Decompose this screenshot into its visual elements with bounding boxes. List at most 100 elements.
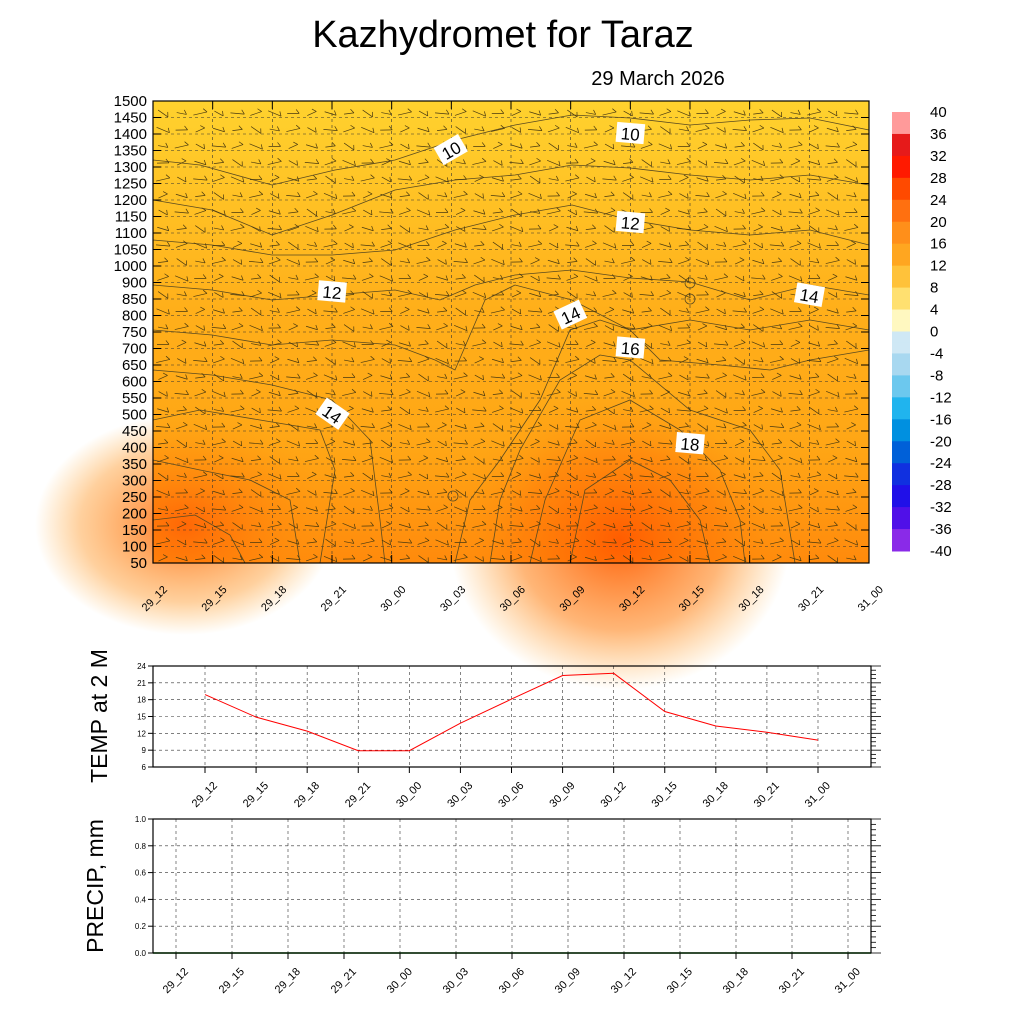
wind-barb-shaft bbox=[362, 442, 373, 445]
wind-barb-shaft bbox=[342, 159, 356, 167]
wind-barb bbox=[603, 207, 616, 215]
wind-barb bbox=[696, 357, 709, 364]
wind-barb-flag bbox=[610, 373, 615, 378]
wind-barb-flag bbox=[241, 275, 244, 281]
wind-barb-flag bbox=[222, 489, 225, 495]
y-tick-label: 1500 bbox=[114, 93, 147, 110]
wind-barb-flag bbox=[649, 192, 652, 198]
wind-barb-shaft bbox=[269, 274, 280, 283]
wind-barb-flag bbox=[298, 259, 300, 265]
wind-barb-shaft bbox=[565, 540, 580, 545]
wind-barb bbox=[176, 521, 187, 529]
wind-barb-shaft bbox=[436, 325, 448, 331]
wind-barb-flag bbox=[184, 539, 187, 545]
wind-barb-shaft bbox=[511, 127, 521, 133]
wind-barb-shaft bbox=[211, 508, 226, 511]
wind-barb-flag bbox=[202, 274, 207, 279]
wind-barb-shaft bbox=[732, 129, 747, 131]
wind-barb-flag bbox=[627, 273, 633, 277]
wind-barb-flag bbox=[350, 487, 355, 492]
wind-barb-shaft bbox=[585, 439, 596, 448]
wind-barb bbox=[325, 175, 336, 184]
colorbar-swatch bbox=[892, 177, 910, 190]
wind-barb-flag bbox=[517, 372, 523, 376]
wind-barb-flag bbox=[556, 207, 561, 212]
wind-barb-flag bbox=[779, 521, 784, 527]
wind-barb-flag bbox=[688, 111, 691, 117]
wind-barb bbox=[175, 240, 188, 248]
wind-barb bbox=[547, 373, 560, 378]
wind-barb-shaft bbox=[844, 539, 858, 546]
wind-barb-flag bbox=[521, 226, 524, 232]
wind-barb-flag bbox=[798, 307, 802, 312]
wind-barb-shaft bbox=[341, 459, 357, 461]
wind-barb bbox=[251, 389, 261, 397]
wind-barb-shaft bbox=[529, 175, 541, 184]
wind-barb bbox=[342, 159, 356, 167]
wind-barb-flag bbox=[372, 127, 375, 133]
wind-barb-flag bbox=[743, 473, 746, 479]
y-tick-label: 21 bbox=[137, 679, 146, 688]
wind-barb-shaft bbox=[288, 458, 299, 462]
wind-barb-shaft bbox=[639, 294, 654, 296]
wind-barb bbox=[343, 109, 355, 115]
wind-barb-flag bbox=[669, 258, 673, 263]
wind-barb-shaft bbox=[381, 228, 392, 230]
wind-barb-flag bbox=[705, 523, 708, 529]
wind-barb-flag bbox=[575, 225, 579, 231]
wind-barb bbox=[491, 258, 505, 266]
wind-barb bbox=[826, 489, 839, 496]
wind-barb bbox=[288, 389, 299, 395]
wind-barb bbox=[176, 224, 187, 230]
wind-barb-flag bbox=[443, 125, 448, 130]
x-tick-label: 30_00 bbox=[394, 780, 424, 810]
wind-barb bbox=[658, 143, 672, 150]
wind-barb-flag bbox=[167, 241, 171, 247]
wind-barb-flag bbox=[185, 390, 189, 395]
wind-barb-shaft bbox=[436, 310, 448, 313]
wind-barb-shaft bbox=[157, 109, 169, 118]
wind-barb-flag bbox=[613, 538, 617, 544]
wind-barb-flag bbox=[203, 522, 207, 528]
wind-barb-shaft bbox=[269, 244, 280, 247]
wind-barb-shaft bbox=[695, 376, 710, 379]
wind-barb-flag bbox=[536, 157, 541, 162]
wind-barb bbox=[472, 225, 487, 230]
wind-barb-shaft bbox=[790, 358, 800, 364]
wind-barb-flag bbox=[722, 356, 727, 361]
wind-barb-shaft bbox=[307, 490, 317, 496]
wind-barb-flag bbox=[481, 157, 487, 162]
wind-barb-flag bbox=[222, 292, 224, 298]
wind-barb-shaft bbox=[679, 540, 689, 545]
wind-barb bbox=[381, 291, 392, 297]
wind-barb-flag bbox=[706, 192, 710, 197]
wind-barb-flag bbox=[406, 373, 411, 378]
wind-barb-shaft bbox=[622, 192, 634, 200]
wind-barb-shaft bbox=[529, 160, 541, 166]
wind-barb-flag bbox=[651, 177, 654, 183]
wind-barb-shaft bbox=[529, 508, 541, 511]
wind-barb bbox=[695, 555, 710, 560]
wind-barb-flag bbox=[685, 422, 690, 427]
wind-barb-flag bbox=[313, 538, 318, 543]
wind-barb-flag bbox=[855, 161, 857, 167]
wind-barb bbox=[361, 454, 374, 463]
wind-barb bbox=[195, 191, 206, 197]
wind-barb-shaft bbox=[696, 408, 709, 413]
wind-barb-shaft bbox=[306, 360, 317, 362]
wind-barb bbox=[827, 340, 838, 346]
wind-barb bbox=[269, 274, 280, 283]
wind-barb-flag bbox=[277, 157, 282, 162]
y-tick-label: 900 bbox=[122, 275, 147, 292]
wind-barb bbox=[658, 190, 673, 198]
wind-barb-flag bbox=[816, 258, 820, 264]
contour-label-box bbox=[793, 282, 825, 307]
wind-barb-shaft bbox=[510, 507, 523, 512]
wind-barb-shaft bbox=[714, 276, 728, 281]
wind-barb-shaft bbox=[660, 407, 670, 414]
wind-barb-shaft bbox=[511, 541, 522, 544]
wind-barb bbox=[714, 273, 729, 281]
wind-barb-shaft bbox=[659, 474, 671, 479]
wind-barb-shaft bbox=[344, 541, 354, 544]
wind-barb bbox=[586, 358, 596, 364]
